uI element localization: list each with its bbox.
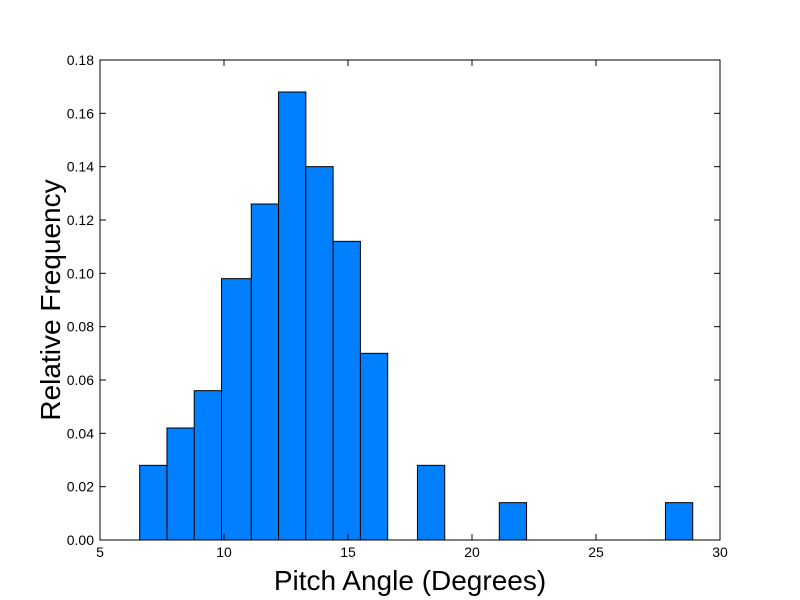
bars-group bbox=[139, 91, 694, 541]
y-tick-label-6: 0.12 bbox=[67, 212, 94, 228]
histogram-bar-11 bbox=[664, 502, 694, 541]
histogram-bar-5 bbox=[278, 91, 307, 541]
histogram-bar-10 bbox=[498, 502, 528, 541]
x-tick-label-5: 30 bbox=[712, 544, 728, 560]
y-tick-label-7: 0.14 bbox=[67, 159, 94, 175]
histogram-bar-0 bbox=[139, 464, 168, 541]
y-tick-label-2: 0.04 bbox=[67, 425, 94, 441]
histogram-bar-1 bbox=[166, 427, 195, 541]
x-tick-label-4: 25 bbox=[588, 544, 604, 560]
y-axis-label: Relative Frequency bbox=[35, 179, 66, 420]
x-tick-label-2: 15 bbox=[340, 544, 356, 560]
x-tick-label-1: 10 bbox=[216, 544, 232, 560]
y-tick-label-1: 0.02 bbox=[67, 479, 94, 495]
histogram-bar-8 bbox=[359, 352, 389, 541]
y-tick-label-9: 0.18 bbox=[67, 52, 94, 68]
y-tick-label-8: 0.16 bbox=[67, 105, 94, 121]
y-tick-label-3: 0.06 bbox=[67, 372, 94, 388]
histogram-bar-9 bbox=[416, 464, 446, 541]
ticks-group: 5 10 15 20 25 30 0.00 0.02 0.04 0.06 0.08 0.10 0.12 0… bbox=[67, 52, 728, 560]
histogram-bar-3 bbox=[221, 278, 252, 541]
y-tick-label-4: 0.08 bbox=[67, 319, 94, 335]
histogram-bar-7 bbox=[332, 240, 361, 541]
y-tick-label-5: 0.10 bbox=[67, 265, 94, 281]
x-tick-label-0: 5 bbox=[96, 544, 104, 560]
x-tick-label-3: 20 bbox=[464, 544, 480, 560]
plot-frame bbox=[99, 59, 721, 541]
x-axis-label: Pitch Angle (Degrees) bbox=[274, 565, 546, 596]
histogram-bar-6 bbox=[305, 166, 334, 541]
histogram-bar-4 bbox=[250, 203, 280, 541]
y-tick-label-0: 0.00 bbox=[67, 532, 94, 548]
histogram-bar-2 bbox=[193, 390, 223, 541]
